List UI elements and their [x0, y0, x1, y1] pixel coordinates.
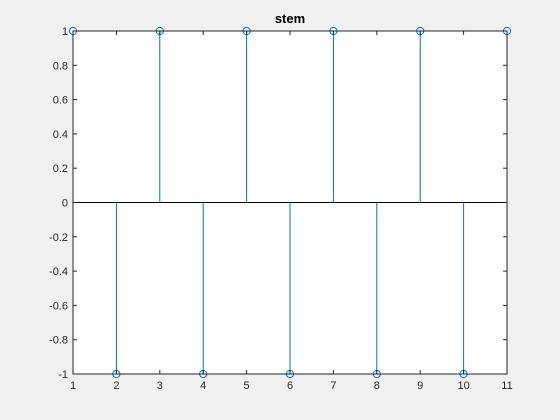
y-tick-label: 1	[62, 26, 68, 38]
chart-title: stem	[275, 11, 305, 26]
x-tick-label: 8	[374, 380, 380, 392]
y-tick-label: -0.6	[49, 300, 68, 312]
x-tick-label: 1	[70, 380, 76, 392]
y-tick-label: 0.2	[53, 163, 68, 175]
x-tick-label: 10	[457, 380, 469, 392]
x-tick-label: 6	[287, 380, 293, 392]
x-ticks-group: 1 2 3 4 5 6 7 8 9 10 11	[70, 31, 513, 392]
x-tick-label: 4	[200, 380, 206, 392]
y-ticks-group: -1 -0.8 -0.6 -0.4 -0.2 0 0.2 0.4 0.6 0.8 1	[49, 26, 507, 381]
y-tick-label: 0.4	[53, 129, 68, 141]
y-tick-label: -0.2	[49, 232, 68, 244]
y-tick-label: 0.8	[53, 60, 68, 72]
y-tick-label: -0.4	[49, 266, 68, 278]
x-tick-label: 11	[501, 380, 512, 392]
y-tick-label: 0.6	[53, 95, 68, 107]
x-tick-label: 7	[330, 380, 336, 392]
x-tick-label: 3	[157, 380, 163, 392]
x-tick-label: 5	[244, 380, 250, 392]
x-tick-label: 2	[113, 380, 119, 392]
y-tick-label: 0	[62, 198, 68, 210]
y-tick-label: -0.8	[49, 335, 68, 347]
x-tick-label: 9	[417, 380, 423, 392]
y-tick-label: -1	[58, 369, 68, 381]
